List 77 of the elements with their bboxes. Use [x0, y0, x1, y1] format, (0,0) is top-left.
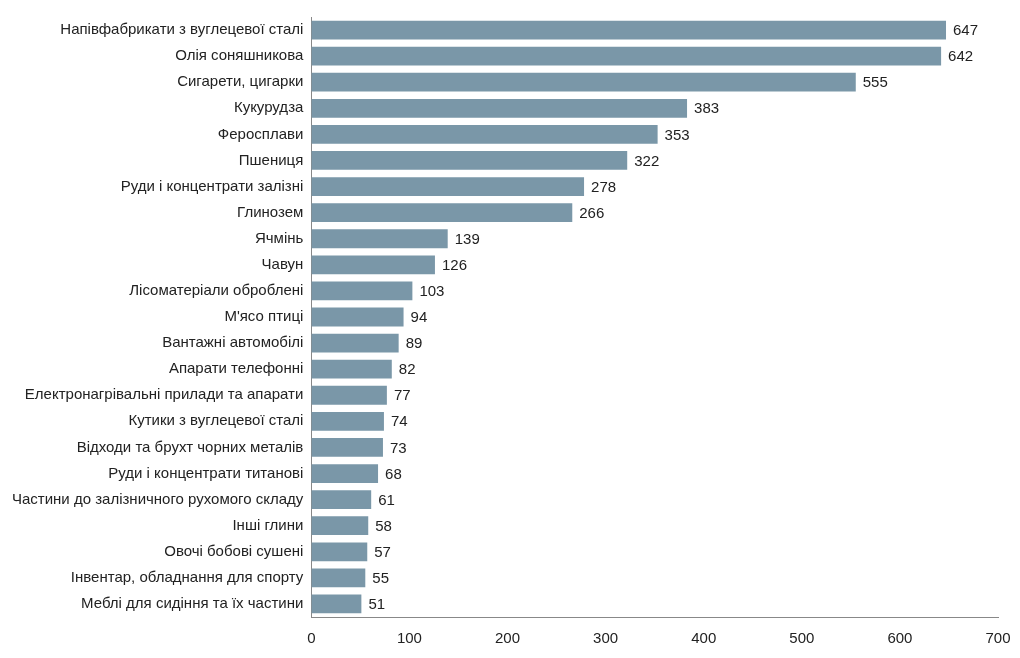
x-tick-label: 0 — [307, 629, 316, 647]
bar — [311, 542, 368, 562]
y-tick-label: Кукурудза — [233, 98, 304, 116]
data-label: 103 — [419, 282, 445, 300]
bar — [311, 46, 942, 66]
bar — [311, 229, 448, 249]
y-tick-label: Ячмінь — [254, 228, 304, 246]
bar — [311, 516, 369, 536]
y-tick-label: Інвентар, обладнання для спорту — [70, 568, 304, 586]
bar — [311, 151, 628, 170]
y-tick-label: Електронагрівальні прилади та апарати — [24, 385, 304, 403]
data-label: 94 — [410, 308, 428, 326]
y-tick-label: Напівфабрикати з вуглецевої сталі — [60, 20, 304, 38]
data-label: 647 — [953, 21, 979, 39]
data-label: 139 — [454, 229, 480, 247]
bar — [311, 20, 947, 40]
data-label: 77 — [393, 386, 411, 404]
x-tick-label: 300 — [593, 629, 619, 647]
bar — [311, 385, 387, 405]
x-tick-label: 700 — [985, 629, 1011, 647]
bar — [311, 281, 413, 301]
x-tick-label: 500 — [789, 629, 815, 647]
data-label: 82 — [398, 360, 416, 378]
y-tick-label: Апарати телефонні — [168, 359, 304, 377]
y-tick-label: Вантажні автомобілі — [162, 333, 304, 351]
y-tick-label: Руди і концентрати залізні — [120, 176, 304, 194]
bar — [311, 177, 585, 196]
y-tick-label: Сигарети, цигарки — [177, 72, 304, 90]
data-label: 74 — [390, 412, 408, 430]
bar — [311, 72, 856, 92]
x-tick-label: 400 — [691, 629, 717, 647]
bar — [311, 203, 573, 223]
bar — [311, 568, 366, 588]
x-tick-label: 200 — [495, 629, 521, 647]
bar — [311, 333, 399, 353]
y-tick-label: Феросплави — [217, 124, 304, 142]
data-label: 61 — [378, 490, 395, 508]
x-tick-label: 600 — [887, 629, 913, 647]
data-label: 278 — [591, 177, 617, 195]
y-tick-label: Відходи та брухт чорних металів — [76, 437, 304, 455]
bar — [311, 125, 658, 144]
bar — [311, 255, 435, 275]
y-tick-label: Лісоматеріали оброблені — [129, 281, 304, 299]
data-label: 57 — [374, 542, 391, 560]
bar — [311, 438, 383, 457]
data-label: 58 — [375, 516, 392, 534]
data-label: 322 — [634, 151, 660, 169]
data-label: 555 — [862, 73, 888, 91]
bar — [311, 98, 688, 118]
data-label: 51 — [368, 595, 386, 613]
x-tick-label: 100 — [396, 629, 422, 647]
data-label: 89 — [405, 334, 423, 352]
data-label: 126 — [441, 255, 467, 273]
bar — [311, 359, 392, 379]
data-label: 383 — [694, 99, 720, 117]
y-tick-label: Меблі для сидіння та їх частини — [81, 594, 304, 612]
bar — [311, 490, 372, 509]
y-tick-label: Пшениця — [238, 150, 304, 168]
y-tick-label: Овочі бобові сушені — [164, 541, 304, 559]
data-label: 73 — [389, 438, 407, 456]
data-label: 353 — [664, 125, 690, 143]
y-tick-label: Руди і концентрати титанові — [108, 463, 304, 481]
y-tick-label: Глинозем — [237, 202, 304, 220]
data-label: 68 — [385, 464, 402, 482]
y-tick-label: Інші глини — [232, 515, 304, 533]
data-label: 642 — [948, 47, 974, 65]
y-tick-label: М'ясо птиці — [224, 307, 304, 325]
data-label: 55 — [372, 569, 389, 587]
y-tick-label: Олія соняшникова — [175, 46, 305, 64]
bar — [311, 411, 384, 431]
data-label: 266 — [579, 203, 605, 221]
bar — [311, 594, 362, 614]
y-tick-label: Кутики з вуглецевої сталі — [128, 411, 304, 429]
y-tick-label: Частини до залізничного рухомого складу — [11, 489, 304, 507]
bar — [311, 307, 404, 327]
bar — [311, 464, 379, 483]
y-tick-label: Чавун — [261, 254, 304, 272]
